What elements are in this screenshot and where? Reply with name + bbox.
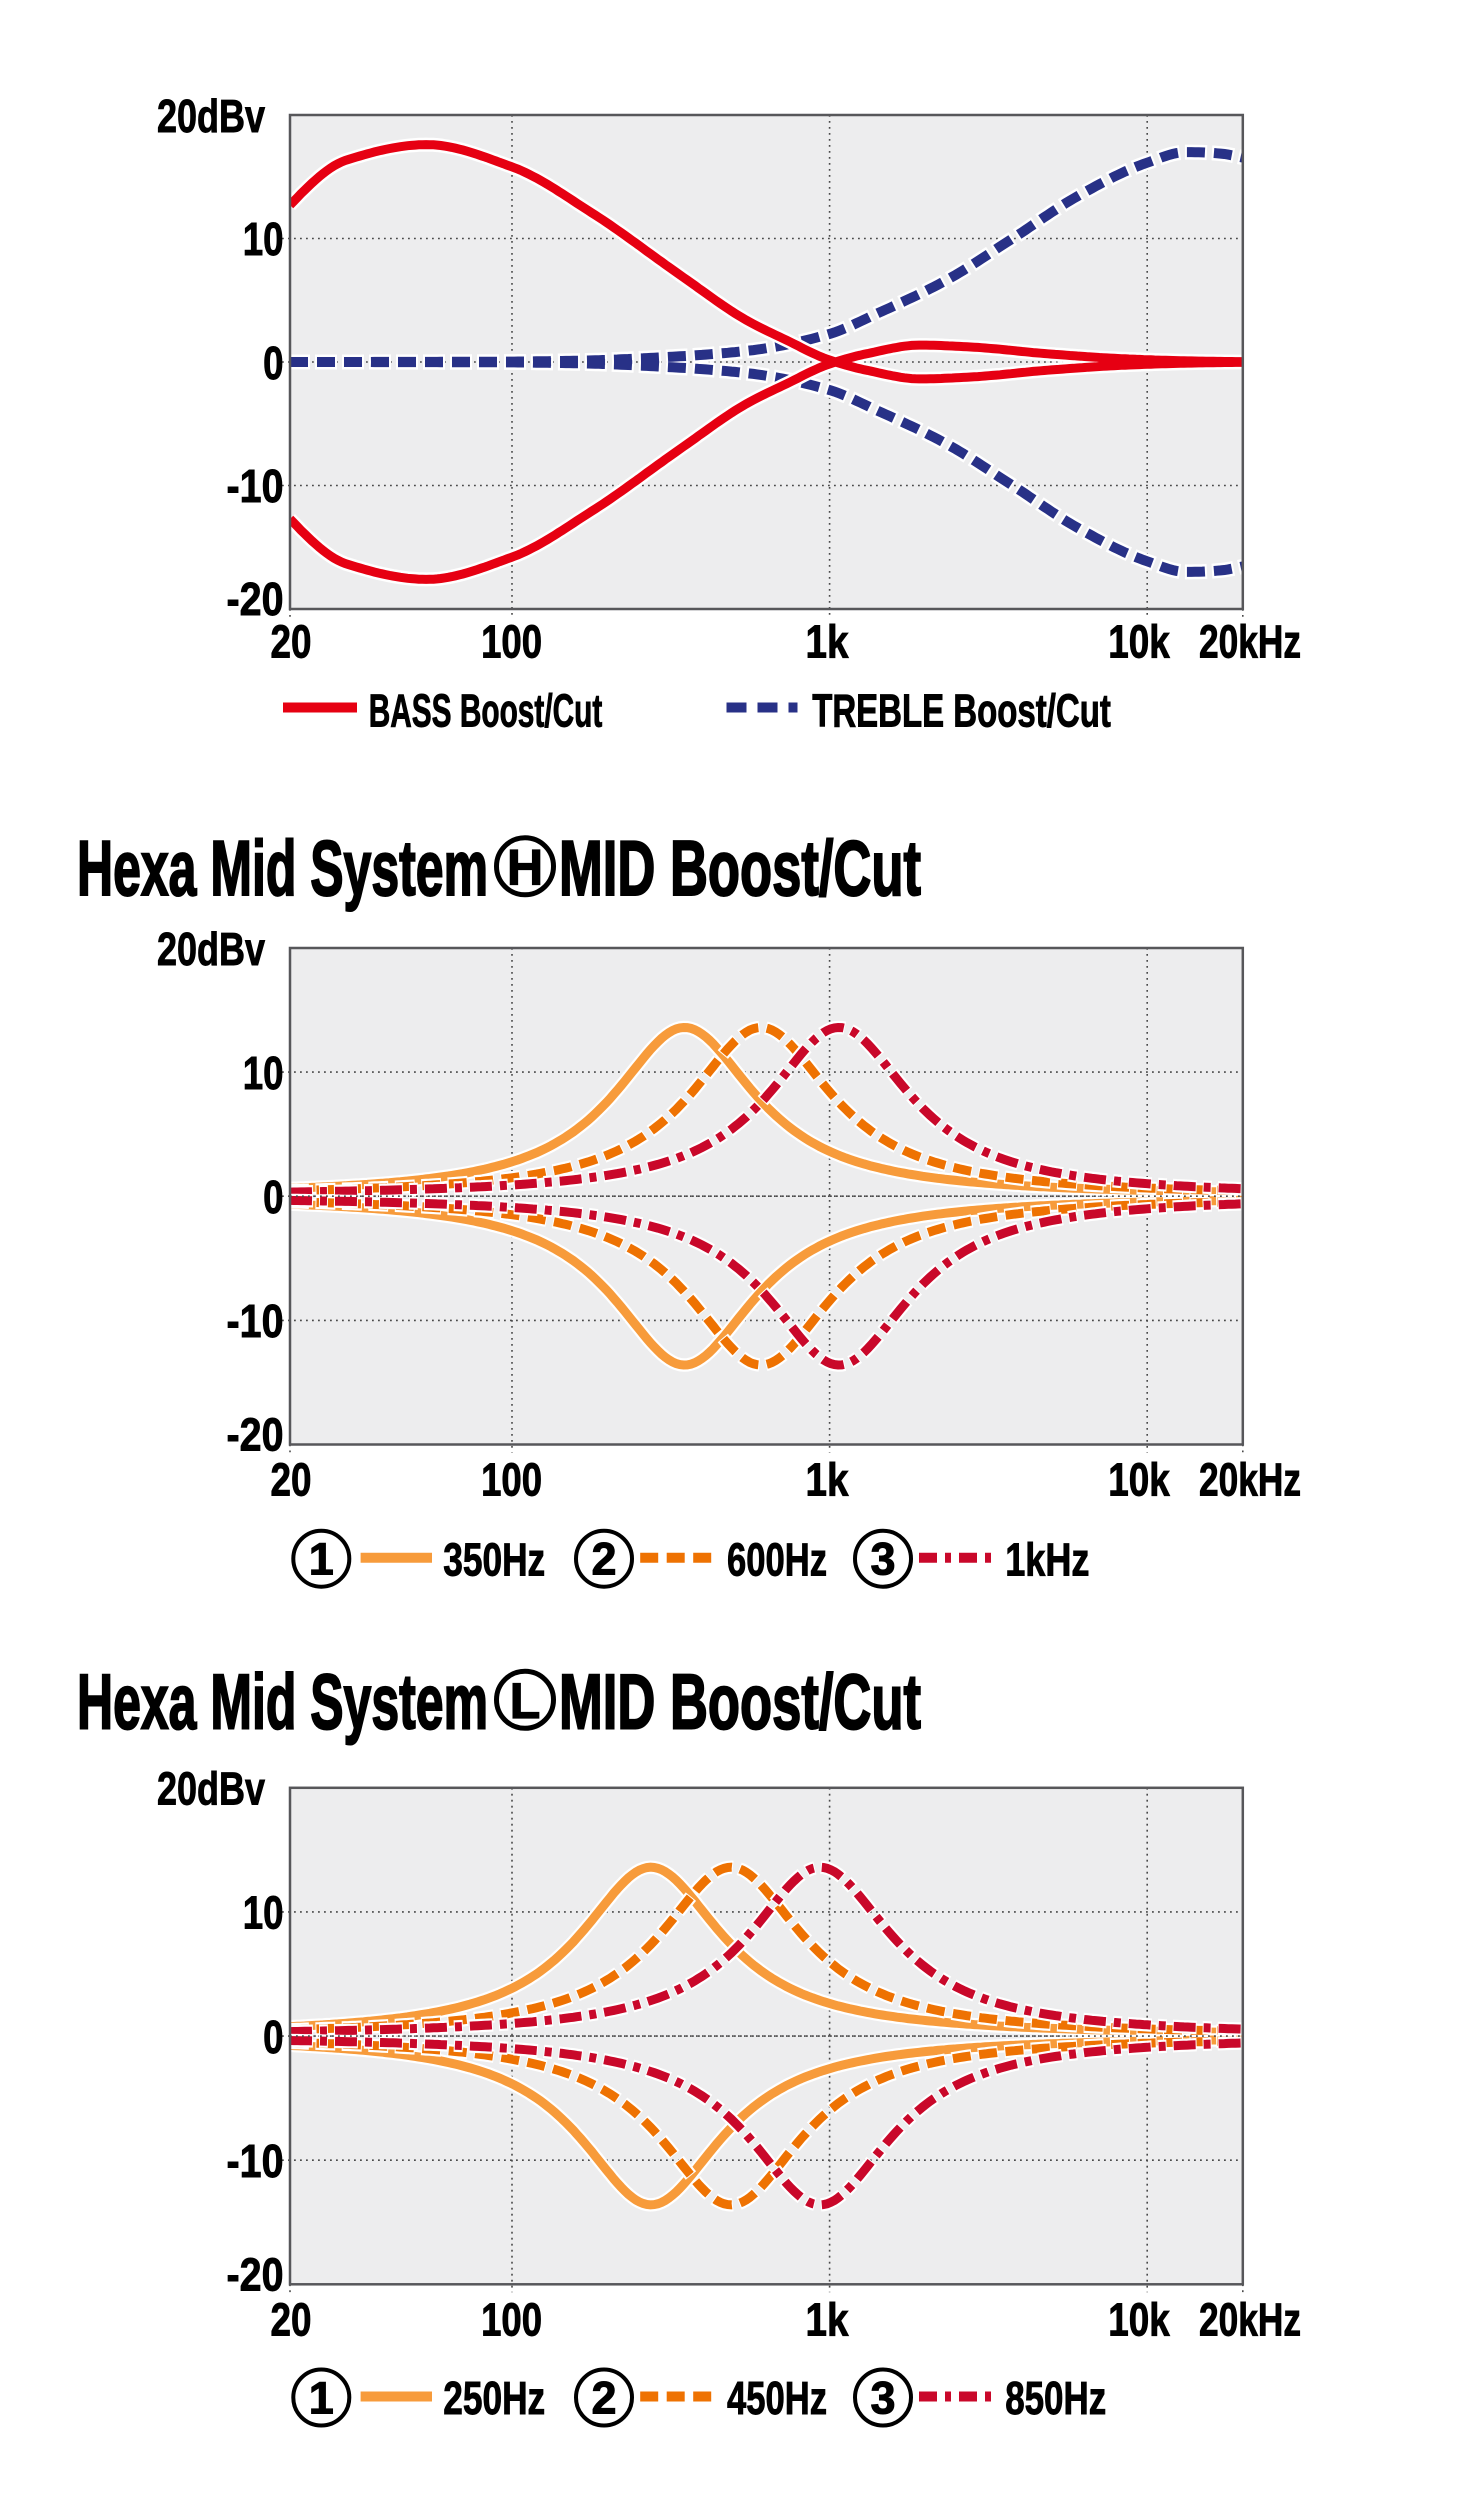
svg-text:20: 20 xyxy=(271,1454,312,1506)
svg-text:1k: 1k xyxy=(806,1454,849,1506)
svg-text:0: 0 xyxy=(263,2011,283,2063)
svg-text:BASS Boost/Cut: BASS Boost/Cut xyxy=(369,685,603,737)
svg-text:100: 100 xyxy=(481,2293,542,2345)
svg-text:H: H xyxy=(507,840,543,896)
svg-text:100: 100 xyxy=(481,616,542,668)
svg-text:100: 100 xyxy=(481,1454,542,1506)
svg-text:350Hz: 350Hz xyxy=(443,1534,545,1586)
svg-text:1: 1 xyxy=(309,1534,334,1585)
svg-text:2: 2 xyxy=(591,1534,616,1585)
svg-text:Hexa Mid System: Hexa Mid System xyxy=(77,824,488,912)
svg-text:600Hz: 600Hz xyxy=(727,1534,827,1586)
svg-text:20dBv: 20dBv xyxy=(157,923,265,975)
svg-text:-20: -20 xyxy=(227,1409,284,1461)
svg-text:-10: -10 xyxy=(227,460,284,512)
svg-text:10: 10 xyxy=(243,213,284,265)
svg-text:1k: 1k xyxy=(806,2293,849,2345)
svg-text:-20: -20 xyxy=(227,2248,284,2300)
svg-text:20: 20 xyxy=(271,616,312,668)
svg-text:20dBv: 20dBv xyxy=(157,90,265,142)
svg-text:1: 1 xyxy=(309,2372,334,2423)
svg-text:1kHz: 1kHz xyxy=(1005,1534,1089,1586)
svg-text:10k: 10k xyxy=(1108,616,1170,668)
svg-text:250Hz: 250Hz xyxy=(443,2372,545,2424)
svg-text:0: 0 xyxy=(263,337,283,389)
svg-text:-20: -20 xyxy=(227,573,284,625)
svg-text:20dBv: 20dBv xyxy=(157,1763,265,1815)
svg-text:MID Boost/Cut: MID Boost/Cut xyxy=(559,1658,921,1746)
svg-text:MID Boost/Cut: MID Boost/Cut xyxy=(559,824,921,912)
svg-text:3: 3 xyxy=(870,1534,895,1585)
svg-text:20kHz: 20kHz xyxy=(1199,2293,1301,2345)
svg-text:10k: 10k xyxy=(1108,1454,1170,1506)
svg-text:3: 3 xyxy=(870,2372,895,2423)
svg-text:10: 10 xyxy=(243,1047,284,1099)
svg-text:TREBLE Boost/Cut: TREBLE Boost/Cut xyxy=(812,685,1111,737)
svg-text:10: 10 xyxy=(243,1887,284,1939)
svg-text:20: 20 xyxy=(271,2293,312,2345)
svg-text:450Hz: 450Hz xyxy=(727,2372,827,2424)
svg-text:20kHz: 20kHz xyxy=(1199,616,1301,668)
svg-text:20kHz: 20kHz xyxy=(1199,1454,1301,1506)
svg-text:850Hz: 850Hz xyxy=(1005,2372,1106,2424)
svg-text:Hexa Mid System: Hexa Mid System xyxy=(77,1658,488,1746)
svg-text:10k: 10k xyxy=(1108,2293,1170,2345)
svg-text:1k: 1k xyxy=(806,616,849,668)
svg-text:-10: -10 xyxy=(227,2135,284,2187)
svg-text:2: 2 xyxy=(591,2372,616,2423)
svg-text:-10: -10 xyxy=(227,1295,284,1347)
svg-text:L: L xyxy=(510,1673,541,1729)
svg-text:0: 0 xyxy=(263,1171,283,1223)
